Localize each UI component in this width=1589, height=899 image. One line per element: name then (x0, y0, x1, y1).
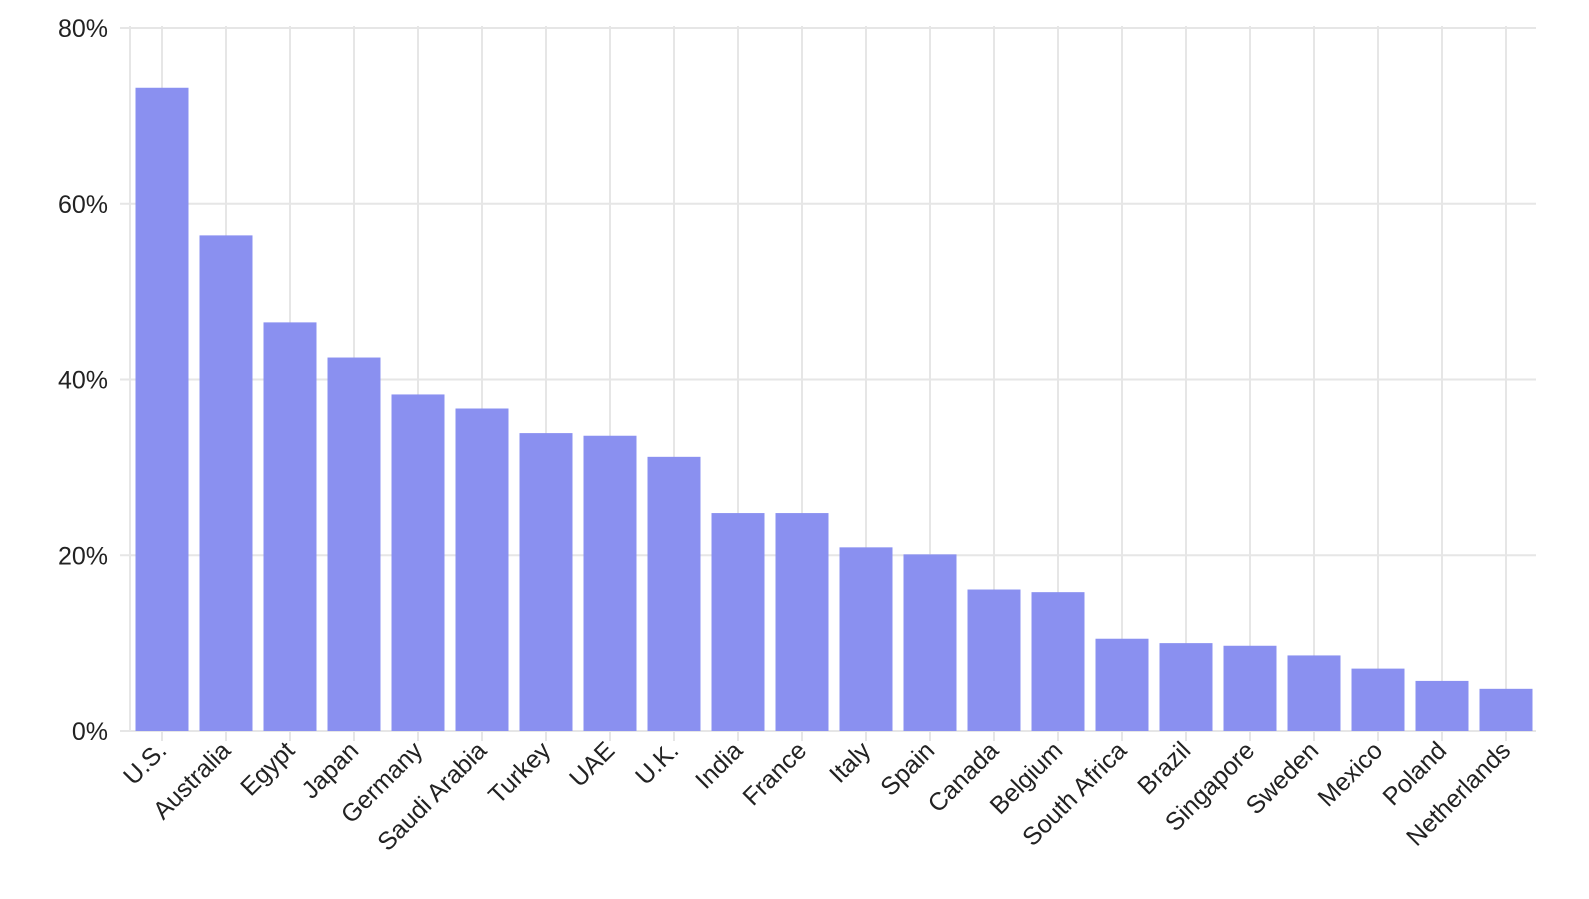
bar (327, 357, 381, 731)
y-tick-label: 60% (58, 191, 108, 219)
bar (583, 435, 637, 731)
bar (903, 554, 957, 731)
axis-layer (120, 26, 131, 732)
y-tick-label: 20% (58, 542, 108, 570)
bar (1031, 592, 1085, 731)
bar (135, 87, 189, 731)
bar (1351, 668, 1405, 731)
bar (1159, 643, 1213, 731)
x-tick-label: Italy (824, 736, 877, 789)
bar (711, 513, 765, 731)
x-tick-label: India (690, 736, 748, 794)
y-tick-label: 40% (58, 367, 108, 395)
bar (455, 408, 509, 731)
x-tick-label: UAE (564, 736, 620, 792)
bar (647, 456, 701, 731)
bar (967, 589, 1021, 731)
bar (1479, 688, 1533, 731)
x-tick-label: Turkey (483, 736, 557, 810)
bar (839, 547, 893, 731)
bar (1415, 680, 1469, 731)
x-tick-label: U.S. (118, 736, 172, 790)
bar (775, 513, 829, 731)
y-tick-label: 80% (58, 15, 108, 43)
bar (199, 235, 253, 731)
x-tick-label: Egypt (235, 736, 300, 801)
x-tick-label: Mexico (1312, 736, 1388, 812)
bar (1223, 645, 1277, 731)
bar (263, 322, 317, 731)
x-tick-label: France (737, 736, 812, 811)
bar (519, 433, 573, 731)
x-tick-label: Sweden (1241, 736, 1325, 820)
bar (1287, 655, 1341, 731)
bar (391, 394, 445, 731)
x-tick-label: U.K. (630, 736, 684, 790)
bar (1095, 638, 1149, 731)
bars-layer (135, 87, 1533, 731)
y-tick-label: 0% (72, 718, 108, 746)
